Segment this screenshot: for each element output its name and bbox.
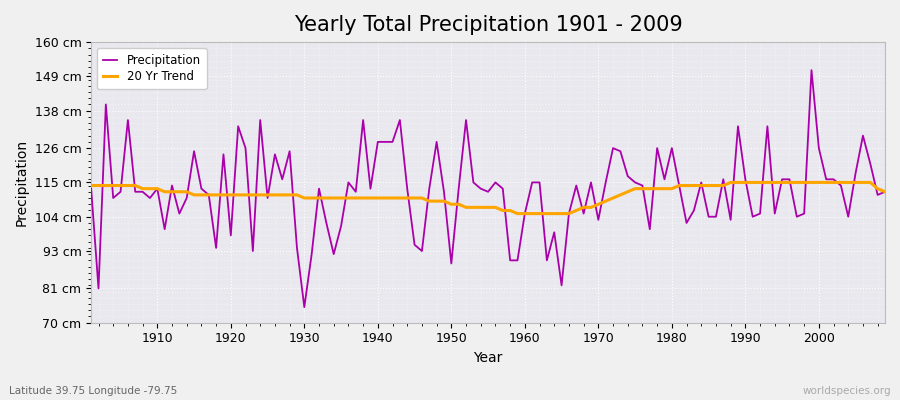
20 Yr Trend (512, 211, 523, 216)
Precipitation (806, 68, 817, 72)
Title: Yearly Total Precipitation 1901 - 2009: Yearly Total Precipitation 1901 - 2009 (293, 15, 682, 35)
Precipitation (86, 186, 96, 191)
Line: 20 Yr Trend: 20 Yr Trend (91, 182, 885, 214)
20 Yr Trend (306, 196, 317, 200)
20 Yr Trend (725, 180, 736, 185)
Precipitation (879, 189, 890, 194)
Text: Latitude 39.75 Longitude -79.75: Latitude 39.75 Longitude -79.75 (9, 386, 177, 396)
Precipitation (615, 149, 626, 154)
20 Yr Trend (879, 189, 890, 194)
20 Yr Trend (526, 211, 537, 216)
X-axis label: Year: Year (473, 351, 503, 365)
Precipitation (299, 305, 310, 310)
20 Yr Trend (86, 183, 96, 188)
Precipitation (145, 196, 156, 200)
Line: Precipitation: Precipitation (91, 70, 885, 307)
Legend: Precipitation, 20 Yr Trend: Precipitation, 20 Yr Trend (97, 48, 207, 89)
Precipitation (357, 118, 368, 122)
Precipitation (313, 186, 324, 191)
Precipitation (526, 180, 537, 185)
20 Yr Trend (145, 186, 156, 191)
Precipitation (519, 211, 530, 216)
Text: worldspecies.org: worldspecies.org (803, 386, 891, 396)
20 Yr Trend (350, 196, 361, 200)
Y-axis label: Precipitation: Precipitation (15, 139, 29, 226)
20 Yr Trend (519, 211, 530, 216)
20 Yr Trend (615, 192, 626, 197)
